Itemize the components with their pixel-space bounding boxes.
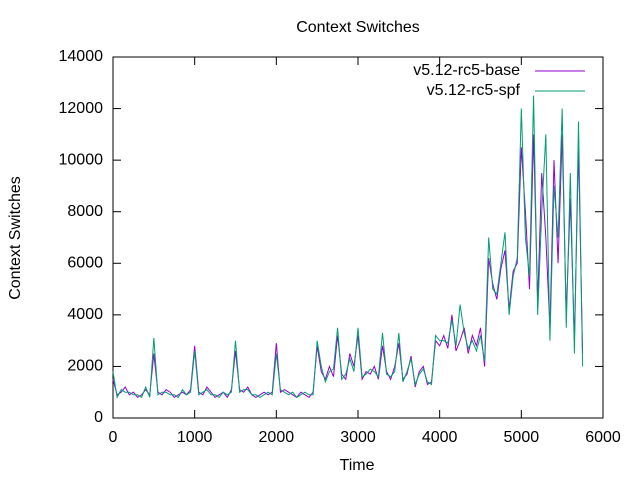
x-tick-label: 1000	[177, 429, 213, 446]
x-tick-label: 4000	[422, 429, 458, 446]
series-line	[112, 95, 584, 399]
x-tick-label: 0	[109, 429, 118, 446]
legend-label: v5.12-rc5-base	[413, 62, 520, 79]
y-tick-label: 10000	[59, 151, 104, 168]
plot-border	[112, 56, 604, 419]
x-tick-label: 5000	[504, 429, 540, 446]
x-axis-label: Time	[340, 457, 375, 474]
series-line	[112, 134, 584, 399]
legend-label: v5.12-rc5-spf	[427, 82, 521, 99]
y-tick-label: 14000	[59, 48, 104, 65]
x-tick-label: 2000	[259, 429, 295, 446]
chart-title: Context Switches	[296, 19, 420, 36]
y-axis-label: Context Switches	[7, 176, 24, 300]
x-tick-label: 3000	[340, 429, 376, 446]
y-tick-label: 0	[94, 409, 103, 426]
y-tick-label: 4000	[67, 306, 103, 323]
x-tick-label: 6000	[585, 429, 621, 446]
y-tick-label: 8000	[67, 203, 103, 220]
y-tick-label: 12000	[59, 100, 104, 117]
y-tick-label: 2000	[67, 358, 103, 375]
y-tick-label: 6000	[67, 255, 103, 272]
